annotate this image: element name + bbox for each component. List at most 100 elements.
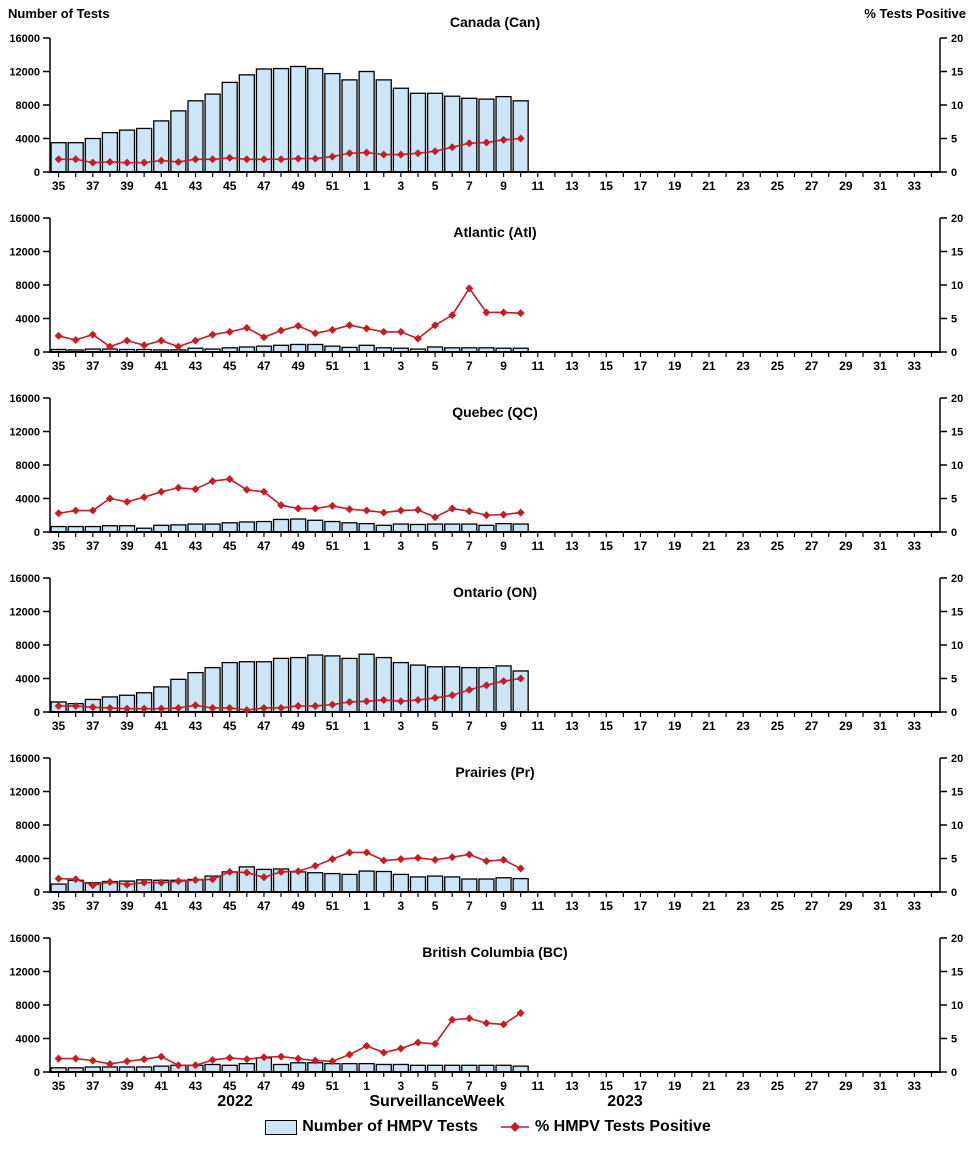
svg-text:31: 31 (873, 1079, 887, 1093)
svg-text:5: 5 (432, 539, 439, 553)
svg-text:10: 10 (951, 1000, 963, 1012)
svg-text:19: 19 (668, 359, 682, 373)
svg-text:31: 31 (873, 359, 887, 373)
svg-text:47: 47 (257, 899, 271, 913)
svg-text:27: 27 (805, 359, 819, 373)
year-2023-label: 2023 (607, 1093, 643, 1110)
svg-text:43: 43 (189, 539, 203, 553)
svg-text:25: 25 (771, 1079, 785, 1093)
svg-text:35: 35 (52, 179, 66, 193)
svg-text:31: 31 (873, 539, 887, 553)
bars-series (50, 518, 529, 533)
right-axis-title: % Tests Positive (864, 6, 966, 21)
svg-text:1: 1 (363, 719, 370, 733)
svg-text:25: 25 (771, 359, 785, 373)
svg-text:11: 11 (531, 1079, 544, 1093)
svg-text:45: 45 (223, 179, 237, 193)
svg-text:10: 10 (951, 280, 963, 292)
svg-text:35: 35 (52, 719, 66, 733)
svg-text:12000: 12000 (9, 967, 40, 979)
svg-text:51: 51 (326, 899, 340, 913)
svg-text:0: 0 (951, 707, 957, 719)
percent-positive-series (54, 475, 525, 522)
svg-text:9: 9 (500, 899, 507, 913)
panel-title: Ontario (ON) (453, 584, 537, 600)
bars-series (50, 866, 529, 893)
svg-text:51: 51 (326, 359, 340, 373)
svg-text:9: 9 (500, 179, 507, 193)
svg-text:15: 15 (600, 179, 614, 193)
svg-text:5: 5 (951, 854, 957, 866)
bars-series (50, 653, 529, 713)
svg-text:41: 41 (155, 899, 169, 913)
svg-text:47: 47 (257, 539, 271, 553)
svg-text:25: 25 (771, 539, 785, 553)
svg-text:17: 17 (634, 1079, 648, 1093)
svg-text:0: 0 (34, 167, 40, 179)
svg-text:15: 15 (951, 967, 963, 979)
svg-text:41: 41 (155, 359, 169, 373)
x-axis-title: Surveillance Week (369, 1093, 505, 1110)
svg-text:33: 33 (908, 899, 922, 913)
svg-text:39: 39 (120, 179, 134, 193)
svg-text:15: 15 (951, 787, 963, 799)
svg-text:29: 29 (839, 359, 853, 373)
svg-text:3: 3 (398, 539, 405, 553)
svg-text:45: 45 (223, 539, 237, 553)
svg-text:21: 21 (702, 1079, 716, 1093)
svg-text:8000: 8000 (16, 1000, 40, 1012)
svg-text:4000: 4000 (16, 1034, 40, 1046)
svg-text:23: 23 (736, 179, 750, 193)
svg-text:17: 17 (634, 899, 648, 913)
svg-text:19: 19 (668, 719, 682, 733)
svg-text:1: 1 (363, 539, 370, 553)
svg-text:43: 43 (189, 359, 203, 373)
svg-text:35: 35 (52, 899, 66, 913)
svg-text:4000: 4000 (16, 134, 40, 146)
svg-text:10: 10 (951, 640, 963, 652)
svg-text:49: 49 (291, 359, 305, 373)
svg-text:13: 13 (565, 179, 579, 193)
panel-title: Prairies (Pr) (455, 764, 534, 780)
legend-item-positive: % HMPV Tests Positive (500, 1118, 711, 1136)
svg-text:31: 31 (873, 179, 887, 193)
svg-text:47: 47 (257, 1079, 271, 1093)
svg-text:9: 9 (500, 719, 507, 733)
svg-text:8000: 8000 (16, 100, 40, 112)
svg-text:17: 17 (634, 179, 648, 193)
panel-title: Quebec (QC) (452, 404, 538, 420)
svg-text:8000: 8000 (16, 280, 40, 292)
bar-legend-swatch-icon (265, 1119, 298, 1135)
svg-text:0: 0 (34, 527, 40, 539)
svg-text:19: 19 (668, 1079, 682, 1093)
svg-text:17: 17 (634, 539, 648, 553)
svg-text:33: 33 (908, 359, 922, 373)
svg-text:16000: 16000 (9, 573, 40, 585)
svg-text:37: 37 (86, 1079, 100, 1093)
svg-text:5: 5 (951, 494, 957, 506)
svg-text:8000: 8000 (16, 820, 40, 832)
svg-text:33: 33 (908, 1079, 922, 1093)
svg-text:45: 45 (223, 719, 237, 733)
panel-title: Atlantic (Atl) (453, 224, 536, 240)
svg-text:51: 51 (326, 539, 340, 553)
svg-text:16000: 16000 (9, 753, 40, 765)
percent-positive-series (54, 134, 525, 167)
svg-text:12000: 12000 (9, 607, 40, 619)
svg-text:15: 15 (951, 607, 963, 619)
bars-series (50, 1057, 529, 1073)
svg-text:20: 20 (951, 933, 963, 945)
svg-text:19: 19 (668, 539, 682, 553)
svg-text:15: 15 (600, 359, 614, 373)
percent-positive-series (54, 674, 525, 714)
svg-text:25: 25 (771, 899, 785, 913)
svg-text:37: 37 (86, 719, 100, 733)
svg-text:3: 3 (398, 1079, 405, 1093)
